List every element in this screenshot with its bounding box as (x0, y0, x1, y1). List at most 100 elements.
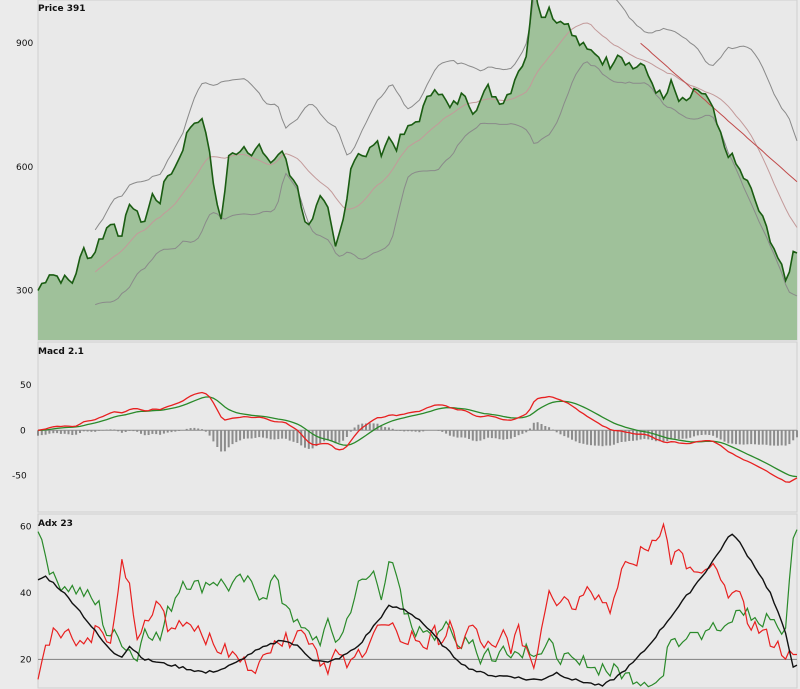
macd-histogram-bar (311, 430, 314, 449)
macd-histogram-bar (105, 429, 108, 431)
macd-histogram-bar (250, 430, 253, 439)
macd-histogram-bar (220, 430, 223, 452)
adx-y-tick-label: 40 (20, 589, 32, 599)
macd-histogram-bar (368, 423, 371, 431)
macd-histogram-bar (746, 430, 749, 445)
macd-histogram-bar (235, 430, 238, 443)
macd-histogram-bar (391, 428, 394, 431)
price-y-tick-label: 900 (16, 39, 33, 49)
macd-histogram-bar (86, 430, 89, 432)
macd-histogram-bar (590, 430, 592, 446)
macd-histogram-bar (117, 430, 120, 432)
price-y-tick-label: 600 (16, 163, 33, 173)
macd-histogram-bar (513, 430, 516, 437)
macd-histogram-bar (94, 430, 97, 432)
macd-histogram-bar (559, 430, 562, 435)
macd-histogram-bar (109, 429, 112, 431)
macd-histogram-bar (300, 430, 303, 446)
macd-histogram-bar (445, 430, 448, 434)
macd-histogram-bar (529, 428, 531, 431)
macd-histogram-bar (296, 430, 299, 443)
macd-histogram-bar (90, 430, 93, 432)
macd-histogram-bar (620, 430, 623, 442)
macd-histogram-bar (281, 430, 284, 439)
macd-histogram-bar (761, 430, 764, 445)
macd-histogram-bar (670, 430, 673, 440)
macd-histogram-bar (334, 430, 337, 444)
macd-histogram-bar (120, 430, 123, 433)
macd-histogram-bar (223, 430, 226, 452)
macd-histogram-bar (197, 428, 200, 431)
macd-histogram-bar (273, 430, 276, 440)
macd-histogram-bar (475, 430, 478, 442)
macd-histogram-bar (113, 429, 116, 431)
macd-histogram-bar (731, 430, 734, 444)
adx-y-tick-label: 20 (20, 655, 32, 665)
macd-histogram-bar (788, 430, 791, 445)
macd-histogram-bar (666, 430, 669, 442)
macd-histogram-bar (40, 430, 43, 436)
macd-histogram-bar (384, 427, 387, 431)
macd-histogram-bar (265, 430, 268, 439)
macd-histogram-bar (780, 430, 783, 446)
adx-panel (37, 513, 798, 689)
macd-histogram-bar (628, 430, 631, 441)
macd-histogram-bar (754, 430, 756, 445)
macd-histogram-bar (506, 430, 509, 440)
macd-histogram-bar (765, 430, 768, 445)
macd-histogram-bar (193, 427, 196, 431)
price-line (37, 0, 798, 291)
macd-histogram-bar (468, 430, 470, 439)
macd-histogram-bar (59, 430, 62, 434)
macd-histogram-bar (521, 430, 524, 434)
price-y-tick-label: 300 (16, 287, 33, 297)
macd-histogram-bar (555, 430, 558, 433)
macd-histogram-bar (319, 430, 322, 444)
macd-histogram-bar (776, 430, 779, 446)
macd-histogram-bar (601, 430, 604, 447)
macd-histogram-bar (418, 430, 421, 433)
macd-histogram-bar (75, 430, 78, 435)
macd-histogram-bar (624, 430, 627, 442)
macd-histogram-bar (326, 430, 329, 441)
plus-di-line (37, 529, 798, 688)
macd-histogram-bar (63, 430, 66, 434)
macd-histogram-bar (551, 429, 554, 431)
macd-histogram-bar (174, 430, 177, 432)
macd-histogram-bar (292, 430, 295, 442)
macd-histogram-bar (792, 430, 795, 441)
macd-histogram-bar (502, 430, 505, 440)
macd-histogram-bar (483, 430, 486, 440)
long-moving-average-line (640, 42, 798, 183)
macd-histogram-bar (654, 430, 657, 442)
macd-histogram-bar (700, 430, 703, 435)
macd-histogram-bar (204, 430, 207, 432)
macd-histogram-bar (750, 430, 753, 445)
macd-histogram-bar (132, 430, 135, 432)
macd-histogram-bar (67, 430, 70, 435)
macd-histogram-bar (201, 429, 203, 431)
macd-histogram-bar (178, 430, 181, 431)
macd-histogram-bar (693, 430, 695, 437)
macd-histogram-bar (277, 430, 280, 440)
macd-histogram-bar (769, 430, 772, 446)
macd-histogram-bar (632, 430, 634, 441)
macd-histogram-bar (532, 422, 535, 431)
macd-histogram-bar (708, 430, 711, 435)
macd-histogram-bar (548, 427, 551, 431)
macd-histogram-bar (262, 430, 264, 438)
macd-histogram-bar (571, 430, 573, 440)
macd-histogram-bar (723, 430, 726, 442)
macd-histogram-bar (681, 430, 684, 439)
macd-histogram-bar (563, 430, 566, 437)
macd-histogram-bar (128, 430, 131, 431)
macd-histogram-bar (437, 430, 440, 431)
macd-histogram-bar (742, 430, 745, 445)
macd-histogram-bar (147, 430, 150, 435)
macd-histogram-bar (464, 430, 467, 438)
macd-histogram-bar (323, 430, 326, 442)
macd-histogram-bar (567, 430, 570, 438)
macd-histogram-bar (773, 430, 776, 446)
